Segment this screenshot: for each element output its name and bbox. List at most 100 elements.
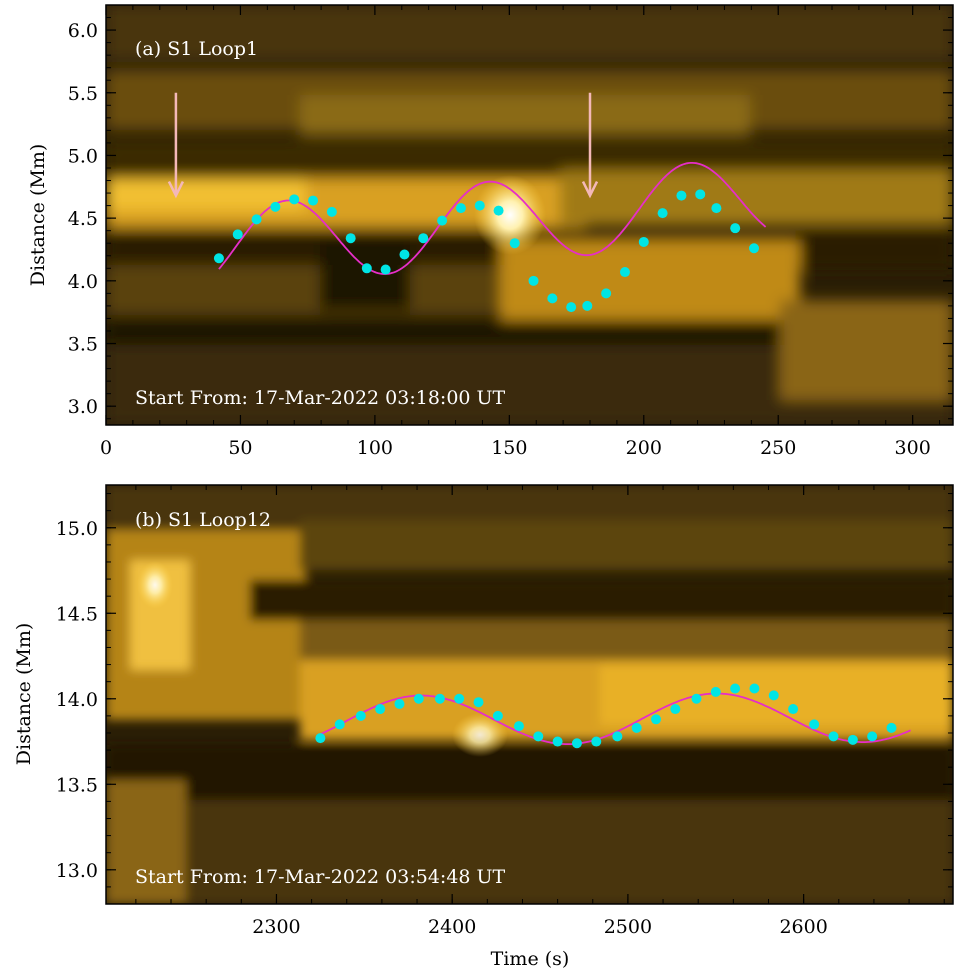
- panel-a-point: [418, 233, 429, 244]
- panel-b-point: [533, 731, 544, 742]
- panel-a-point: [380, 264, 391, 275]
- panel-a-xtick-label: 300: [895, 437, 931, 459]
- panel-a-background: [106, 5, 953, 425]
- panel-b-ytick-label: 14.5: [56, 603, 98, 625]
- panel-a-point: [455, 203, 466, 214]
- panel-a-point: [582, 300, 593, 311]
- panel-b-point: [886, 722, 897, 733]
- panel-a-ytick-label: 5.0: [68, 145, 98, 167]
- panel-a-point: [345, 233, 356, 244]
- panel-b-point: [552, 736, 563, 747]
- panel-b-point: [828, 731, 839, 742]
- panel-a-point: [657, 208, 668, 219]
- panel-a-label: (a) S1 Loop1: [135, 38, 258, 60]
- panel-b-xlabel: Time (s): [491, 948, 570, 970]
- panel-b-point: [473, 697, 484, 708]
- panel-a-xtick-label: 250: [760, 437, 796, 459]
- panel-b-point: [768, 690, 779, 701]
- panel-b-background: [106, 485, 953, 904]
- panel-a-point: [528, 275, 539, 286]
- panel-b-point: [334, 719, 345, 730]
- panel-a-point: [474, 200, 485, 211]
- panel-a-ytick-label: 3.0: [68, 396, 98, 418]
- panel-a-point: [601, 288, 612, 299]
- panel-b-point: [413, 693, 424, 704]
- panel-a-point: [676, 190, 687, 201]
- panel-b-xtick-label: 2400: [428, 916, 476, 938]
- panel-b-point: [612, 731, 623, 742]
- panel-a-point: [251, 214, 262, 225]
- panel-b-point: [749, 683, 760, 694]
- panel-a-xtick-label: 100: [357, 437, 393, 459]
- panel-a-fit-curve: [218, 162, 767, 275]
- panel-b: 2300 2400 2500 2600 13.0 13.5 14.0 14.5 15.0 (b)…: [13, 484, 954, 970]
- panel-b-start-text: Start From: 17-Mar-2022 03:54:48 UT: [135, 866, 506, 888]
- panel-a-ylabel: Distance (Mm): [27, 144, 49, 286]
- panel-a-point: [232, 229, 243, 240]
- panel-b-xtick-label: 2600: [779, 916, 827, 938]
- panel-b-point: [710, 686, 721, 697]
- panel-a-point: [509, 238, 520, 249]
- panel-a-frame: [105, 4, 954, 426]
- panel-b-point: [571, 738, 582, 749]
- panel-a-point: [213, 253, 224, 264]
- panel-a-point: [399, 249, 410, 260]
- panel-a-xtick-label: 0: [100, 437, 112, 459]
- panel-b-point: [788, 704, 799, 715]
- panel-b-point: [670, 704, 681, 715]
- panel-b-point: [434, 693, 445, 704]
- panel-a-ytick-label: 5.5: [68, 83, 98, 105]
- panel-b-point: [513, 721, 524, 732]
- panel-a-ytick-label: 4.0: [68, 271, 98, 293]
- panel-a-point: [711, 203, 722, 214]
- panel-a-point: [619, 267, 630, 278]
- panel-b-point: [691, 693, 702, 704]
- panel-a-ytick-label: 4.5: [68, 208, 98, 230]
- panel-a-point: [270, 201, 281, 212]
- panel-b-ylabel: Distance (Mm): [13, 623, 35, 765]
- panel-b-point: [809, 719, 820, 730]
- panel-b-axes: 2300 2400 2500 2600 13.0 13.5 14.0 14.5 15.0: [56, 485, 953, 938]
- panel-a-point: [749, 243, 760, 254]
- panel-a-point: [326, 206, 337, 217]
- panel-a-start-text: Start From: 17-Mar-2022 03:18:00 UT: [135, 387, 506, 409]
- panel-b-point: [355, 710, 366, 721]
- panel-b-plot: [315, 683, 911, 749]
- panel-a-point: [695, 189, 706, 200]
- panel-a-point: [730, 223, 741, 234]
- panel-b-ytick-label: 15.0: [56, 518, 98, 540]
- panel-b-ytick-label: 13.0: [56, 860, 98, 882]
- panel-b-point: [454, 693, 465, 704]
- panel-a-arrow-1-head: [167, 181, 185, 199]
- panel-a-plot: [167, 92, 767, 313]
- panel-b-point: [375, 704, 386, 715]
- panel-b-point: [631, 722, 642, 733]
- panel-b-point: [492, 710, 503, 721]
- panel-b-point: [591, 736, 602, 747]
- panel-b-frame: [105, 484, 954, 905]
- panel-a: 0 50 100 150 200 250 3003.03.54.04.55.05.56.0 …: [27, 4, 954, 459]
- panel-a-point: [361, 263, 372, 274]
- panel-a-xtick-label: 50: [228, 437, 252, 459]
- panel-b-point: [394, 698, 405, 709]
- panel-a-ytick-label: 3.5: [68, 334, 98, 356]
- panel-a-ytick-label: 6.0: [68, 20, 98, 42]
- panel-b-point: [651, 714, 662, 725]
- panel-a-arrow-2-head: [581, 181, 599, 199]
- panel-a-point: [566, 302, 577, 313]
- panel-a-axes: 0 50 100 150 200 250 300 3.0 3.5 4.0 4.5 5.0 5.5 6.0: [68, 4, 953, 459]
- panel-b-xtick-label: 2300: [252, 916, 300, 938]
- panel-a-point: [547, 293, 558, 304]
- panel-a-point: [437, 215, 448, 226]
- panel-b-label: (b) S1 Loop12: [135, 509, 271, 531]
- panel-a-xtick-label: 200: [626, 437, 662, 459]
- panel-b-ytick-label: 13.5: [56, 774, 98, 796]
- panel-b-point: [847, 734, 858, 745]
- panel-b-point: [730, 683, 741, 694]
- panel-a-point: [289, 194, 300, 205]
- panel-a-point: [308, 195, 319, 206]
- panel-b-xtick-label: 2500: [604, 916, 652, 938]
- panel-a-point: [493, 205, 504, 216]
- panel-b-point: [867, 731, 878, 742]
